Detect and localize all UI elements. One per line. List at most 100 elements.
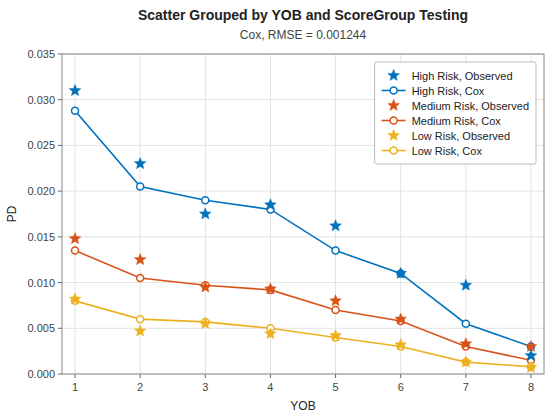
point (395, 267, 406, 278)
tick-mark (58, 328, 62, 329)
subtitle: Cox, RMSE = 0.001244 (240, 28, 367, 42)
series (72, 107, 535, 350)
grid-line (62, 328, 544, 329)
legend-swatch (382, 147, 406, 154)
tick-label: 4 (267, 381, 273, 393)
legend-marker (388, 130, 399, 141)
tick-label: 7 (463, 381, 469, 393)
tick-mark (530, 374, 531, 378)
tick-mark (140, 374, 141, 378)
point (134, 325, 145, 336)
tick-label: 0.015 (27, 231, 55, 243)
series (72, 297, 535, 370)
chart: Scatter Grouped by YOB and ScoreGroup Te… (0, 0, 560, 420)
point (72, 247, 79, 254)
grid (62, 54, 544, 374)
legend-label: Medium Risk, Cox (412, 115, 502, 127)
tick-mark (58, 191, 62, 192)
tick-label: 0.030 (27, 94, 55, 106)
grid-line (62, 191, 544, 192)
grid-line (75, 54, 76, 374)
point (395, 313, 406, 324)
line (75, 251, 531, 361)
point (134, 254, 145, 265)
tick-label: 0.020 (27, 185, 55, 197)
tick-mark (75, 374, 76, 378)
tick-mark (58, 282, 62, 283)
point (332, 247, 339, 254)
legend-swatch (382, 117, 406, 124)
series (72, 247, 535, 364)
legend: High Risk, Observed High Risk, Cox Medium … (375, 62, 536, 164)
point (525, 350, 536, 361)
series (69, 233, 536, 352)
point (525, 362, 536, 373)
point (265, 199, 276, 210)
point (200, 208, 211, 219)
tick-mark (335, 374, 336, 378)
tick-mark (58, 99, 62, 100)
point (330, 330, 341, 341)
legend-label: High Risk, Cox (412, 85, 485, 97)
legend-marker (390, 147, 397, 154)
point (460, 356, 471, 367)
point (137, 275, 144, 282)
legend-swatch (388, 70, 399, 81)
point (460, 279, 471, 290)
legend-marker (390, 117, 397, 124)
plot-frame (62, 54, 544, 374)
axes: 0.000 0.005 0.010 0.015 0.020 0.025 0.030 0.035… (27, 48, 544, 393)
tick-label: 0.035 (27, 48, 55, 60)
grid-line (335, 54, 336, 374)
x-axis-label: YOB (290, 399, 315, 413)
y-axis-label: PD (5, 205, 19, 222)
tick-label: 1 (72, 381, 78, 393)
tick-mark (270, 374, 271, 378)
line (75, 301, 531, 367)
tick-label: 8 (528, 381, 534, 393)
point (202, 197, 209, 204)
tick-mark (205, 374, 206, 378)
title: Scatter Grouped by YOB and ScoreGroup Te… (138, 7, 468, 23)
tick-label: 2 (137, 381, 143, 393)
tick-mark (400, 374, 401, 378)
series (69, 293, 536, 372)
point (72, 107, 79, 114)
point (137, 183, 144, 190)
point (69, 293, 80, 304)
legend-marker (390, 87, 397, 94)
point (265, 328, 276, 339)
point (134, 158, 145, 169)
tick-label: 6 (398, 381, 404, 393)
tick-mark (465, 374, 466, 378)
point (265, 283, 276, 294)
legend-swatch (382, 87, 406, 94)
tick-mark (58, 236, 62, 237)
tick-label: 3 (202, 381, 208, 393)
legend-label: Medium Risk, Observed (412, 100, 529, 112)
point (200, 318, 211, 329)
tick-label: 5 (333, 381, 339, 393)
grid-line (62, 236, 544, 237)
legend-label: High Risk, Observed (412, 70, 513, 82)
legend-swatch (388, 130, 399, 141)
tick-label: 0.025 (27, 139, 55, 151)
tick-label: 0.000 (27, 368, 55, 380)
point (460, 338, 471, 349)
tick-label: 0.005 (27, 322, 55, 334)
point (69, 233, 80, 244)
line (75, 111, 531, 347)
point (462, 320, 469, 327)
legend-label: Low Risk, Observed (412, 130, 510, 142)
point (330, 220, 341, 231)
legend-marker (388, 70, 399, 81)
point (200, 281, 211, 292)
legend-label: Low Risk, Cox (412, 145, 483, 157)
tick-mark (58, 145, 62, 146)
tick-label: 0.010 (27, 277, 55, 289)
series (69, 85, 536, 361)
legend-marker (388, 100, 399, 111)
point (332, 307, 339, 314)
tick-mark (58, 54, 62, 55)
point (137, 316, 144, 323)
